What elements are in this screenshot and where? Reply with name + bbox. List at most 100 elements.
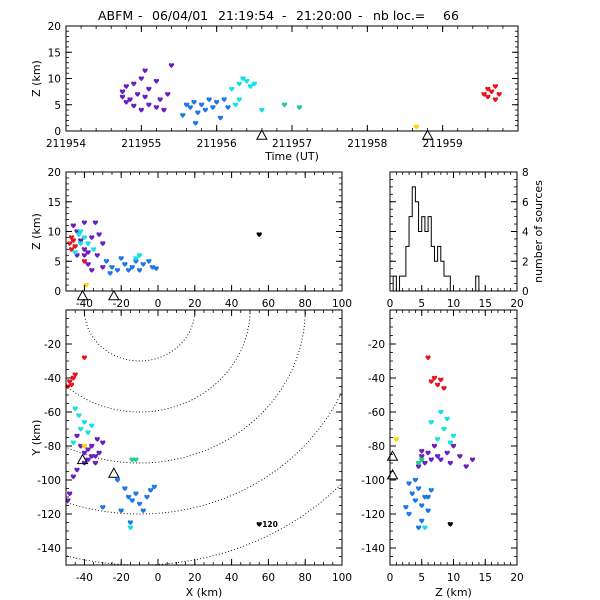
source-point	[236, 97, 242, 103]
source-point	[444, 450, 450, 456]
source-point	[81, 235, 88, 241]
height-y-y-tick-label: -40	[368, 373, 385, 385]
histogram-x-tick-label: 20	[510, 298, 523, 310]
source-point	[85, 241, 91, 246]
source-point	[422, 525, 428, 531]
source-point	[119, 89, 126, 95]
plan-view-y-axis-label: Y (km)	[30, 420, 43, 457]
source-point	[72, 372, 78, 378]
x-height-x-tick-label: -40	[76, 298, 93, 310]
plan-view-x-tick-label: -20	[113, 572, 130, 584]
source-point	[131, 81, 137, 87]
source-point	[72, 244, 78, 249]
source-point	[259, 107, 265, 113]
plan-view-x-tick-label: 40	[225, 572, 238, 584]
source-point	[232, 102, 239, 108]
plan-view-y-tick-label: -20	[44, 339, 61, 351]
source-point	[89, 235, 95, 241]
height-y-x-tick-label: 5	[418, 572, 425, 584]
source-point	[165, 92, 171, 97]
histogram-y-axis-label: number of sources	[532, 180, 545, 283]
time-height-x-tick-label: 211955	[121, 138, 161, 150]
source-point	[119, 94, 126, 100]
source-point	[236, 81, 242, 87]
source-point	[438, 409, 444, 415]
source-point	[72, 250, 78, 255]
source-point	[134, 92, 141, 97]
x-height-x-tick-label: 100	[332, 298, 352, 310]
time-height-panel: 211954 211955 211956 211957 211958 211959 0 5 10…	[30, 21, 519, 163]
source-point	[415, 464, 422, 469]
source-point	[136, 253, 143, 258]
source-point	[415, 486, 422, 492]
source-point	[441, 385, 447, 391]
source-point	[133, 256, 139, 261]
source-point	[76, 413, 82, 418]
source-point	[133, 491, 139, 497]
source-point	[412, 477, 419, 483]
source-point	[419, 448, 425, 454]
source-point	[492, 97, 499, 103]
plan-view-x-tick-label: 80	[299, 572, 312, 584]
plan-view-x-axis-label: X (km)	[186, 586, 223, 599]
source-point	[96, 450, 102, 456]
source-point	[90, 247, 97, 252]
x-height-x-tick-label: -20	[113, 298, 130, 310]
plan-view-y-tick-label: -80	[44, 441, 61, 453]
x-height-y-tick-label: 15	[48, 197, 61, 209]
source-point	[210, 105, 216, 110]
time-height-y-axis-label: Z (km)	[30, 60, 43, 97]
source-point	[133, 457, 139, 463]
source-point	[92, 453, 99, 459]
source-point	[81, 253, 88, 258]
source-point	[463, 464, 469, 469]
source-point	[247, 84, 254, 89]
x-height-y-tick-label: 5	[54, 256, 61, 268]
height-y-y-tick-label: -80	[368, 441, 385, 453]
source-point	[146, 102, 152, 108]
height-y-x-tick-label: 15	[479, 572, 492, 584]
source-point	[81, 220, 88, 226]
source-point	[428, 379, 434, 384]
source-point	[72, 406, 78, 412]
histogram-x-tick-label: 0	[387, 298, 394, 310]
height-y-x-tick-label: 20	[510, 572, 523, 584]
source-point	[68, 235, 75, 241]
station-marker	[421, 129, 434, 140]
source-point	[153, 266, 159, 271]
height-y-panel: 0 5 10 15 20 -140 -120 -100 -80 -60 -40 -20 Z (km)	[361, 309, 524, 599]
histogram-steps	[392, 186, 486, 292]
plan-view-x-tick-label: 20	[188, 572, 201, 584]
plan-view-x-tick-label: 0	[155, 572, 162, 584]
time-height-y-tick-label: 0	[54, 126, 61, 138]
station-marker	[256, 129, 268, 140]
range-ring	[66, 390, 342, 515]
source-point	[492, 84, 499, 89]
height-y-y-tick-label: -140	[361, 543, 385, 555]
source-point	[425, 355, 431, 361]
time-height-x-tick-label: 211959	[423, 138, 463, 150]
source-point	[447, 460, 453, 466]
source-point	[123, 84, 129, 89]
time-height-x-tick-label: 211956	[197, 138, 237, 150]
x-height-x-tick-label: 0	[155, 298, 162, 310]
source-point	[85, 430, 91, 435]
range-ring	[83, 310, 196, 362]
source-point	[244, 78, 250, 84]
source-point	[78, 426, 84, 432]
source-point	[256, 521, 262, 527]
source-point	[221, 97, 227, 103]
source-point	[296, 105, 303, 110]
source-point	[229, 86, 235, 92]
plan-view-points	[66, 355, 262, 531]
source-point	[89, 443, 95, 449]
source-point	[142, 68, 148, 74]
source-point	[70, 474, 77, 480]
source-point	[409, 491, 415, 497]
source-point	[114, 477, 121, 483]
source-point	[67, 491, 73, 497]
source-point	[428, 419, 434, 425]
histogram-y-tick-label: 2	[522, 256, 529, 268]
source-point	[144, 494, 150, 500]
plan-view-x-tick-label: -40	[76, 572, 93, 584]
